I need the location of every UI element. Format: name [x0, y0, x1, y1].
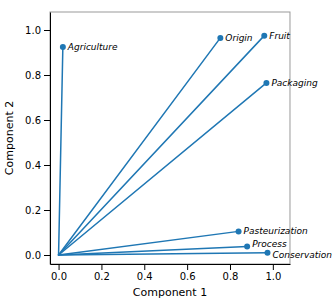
x-tick-mark	[230, 264, 231, 270]
y-tick-mark	[44, 75, 50, 76]
vector-tip	[60, 44, 66, 50]
vector-line	[59, 38, 221, 255]
x-tick-label: 0.8	[223, 271, 239, 282]
vector-tip	[264, 250, 270, 256]
vector-tip	[244, 243, 250, 249]
y-tick-label: 0.2	[25, 205, 41, 216]
x-tick-label: 0.4	[137, 271, 153, 282]
point-label: Agriculture	[67, 42, 118, 52]
x-tick-label: 0.6	[180, 271, 196, 282]
point-label: Packaging	[271, 78, 318, 88]
y-tick-mark	[44, 255, 50, 256]
vector-line	[59, 36, 265, 255]
x-tick-mark	[101, 264, 102, 270]
vector-tip	[236, 228, 242, 234]
vector-tip	[261, 33, 267, 39]
vector-line	[59, 253, 268, 255]
y-tick-label: 0.0	[25, 250, 41, 261]
x-axis-line	[51, 264, 291, 265]
x-tick: 0.2	[94, 264, 110, 282]
x-tick-label: 1.0	[265, 271, 281, 282]
x-tick: 0.6	[180, 264, 196, 282]
x-tick-mark	[273, 264, 274, 270]
y-tick-mark	[44, 30, 50, 31]
x-tick-mark	[144, 264, 145, 270]
x-tick-label: 0.2	[94, 271, 110, 282]
y-tick-label: 0.4	[25, 160, 41, 171]
chart-svg: 0.0 0.2 0.4 0.6 0.8 1.0 0.0 0.2 0.4 0.6 0.8 1.0 Comp…	[0, 0, 335, 304]
x-tick-mark	[59, 264, 60, 270]
x-tick: 1.0	[265, 264, 281, 282]
y-tick-mark	[44, 120, 50, 121]
x-tick: 0.4	[137, 264, 153, 282]
x-tick-label: 0.0	[51, 271, 67, 282]
vector-line	[59, 83, 267, 255]
y-tick: 0.6	[25, 115, 50, 126]
y-axis: 0.0 0.2 0.4 0.6 0.8 1.0	[25, 13, 50, 265]
point-label: Process	[252, 239, 287, 249]
x-axis: 0.0 0.2 0.4 0.6 0.8 1.0	[51, 264, 291, 282]
y-tick: 1.0	[25, 25, 50, 36]
point-labels: Agriculture Origin Fruit Packaging Pasteuriz…	[67, 31, 332, 260]
y-tick: 0.4	[25, 160, 50, 171]
y-tick-label: 0.8	[25, 70, 41, 81]
y-tick: 0.2	[25, 205, 50, 216]
point-label: Conservation	[272, 250, 332, 260]
x-tick-mark	[187, 264, 188, 270]
point-label: Pasteurization	[244, 226, 308, 236]
y-tick-label: 1.0	[25, 25, 41, 36]
y-axis-title: Component 2	[3, 101, 16, 175]
x-tick: 0.0	[51, 264, 67, 282]
vector-line	[59, 47, 63, 255]
y-tick-label: 0.6	[25, 115, 41, 126]
vectors	[59, 33, 271, 256]
vector-tip	[263, 80, 269, 86]
x-axis-title: Component 1	[133, 286, 207, 299]
vector-tip	[217, 35, 223, 41]
x-tick: 0.8	[223, 264, 239, 282]
y-tick: 0.8	[25, 70, 50, 81]
y-axis-line	[50, 13, 51, 265]
point-label: Fruit	[269, 31, 290, 41]
point-label: Origin	[225, 33, 252, 43]
y-tick: 0.0	[25, 250, 50, 261]
y-tick-mark	[44, 165, 50, 166]
y-tick-mark	[44, 210, 50, 211]
chart-container: 0.0 0.2 0.4 0.6 0.8 1.0 0.0 0.2 0.4 0.6 0.8 1.0 Comp…	[0, 0, 335, 304]
